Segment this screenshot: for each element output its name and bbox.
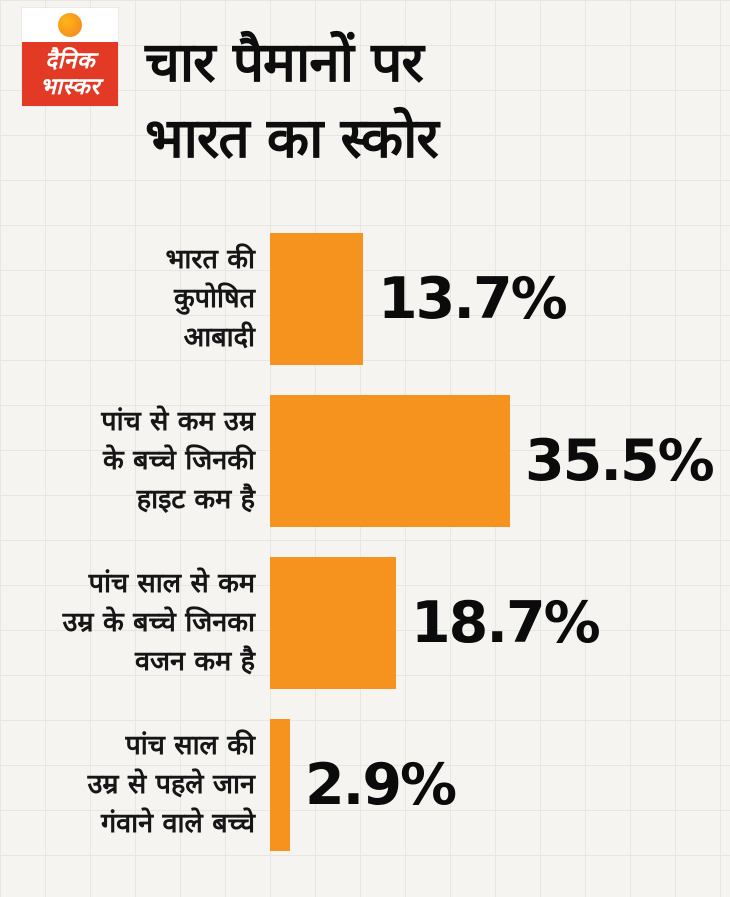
bar-label: पांच साल की उम्र से पहले जान गंवाने वाले… (87, 730, 255, 840)
logo-text: दैनिक भास्कर (22, 42, 118, 106)
bar-track: 35.5% (270, 394, 715, 527)
bar-label: पांच साल से कम उम्र के बच्चे जिनका वजन क… (62, 568, 255, 678)
bar-track: 18.7% (270, 556, 710, 689)
bar-label: पांच से कम उम्र के बच्चे जिनकी हाइट कम ह… (101, 406, 255, 516)
bar-value-label: 13.7% (378, 265, 568, 332)
bar-value-label: 2.9% (305, 751, 457, 818)
bar-value-label: 35.5% (525, 427, 715, 494)
bar-segment (270, 232, 363, 365)
bar-track: 2.9% (270, 718, 710, 851)
logo-line-1: दैनिक (44, 47, 96, 74)
bar-label: भारत की कुपोषित आबादी (165, 244, 255, 354)
dainik-bhaskar-logo: दैनिक भास्कर (22, 8, 118, 106)
chart-title: चार पैमानों पर भारत का स्कोर (145, 30, 439, 170)
bar-row-stunted-children: पांच से कम उम्र के बच्चे जिनकी हाइट कम ह… (40, 394, 715, 527)
bar-row-malnourished-population: भारत की कुपोषित आबादी 13.7% (40, 232, 710, 365)
bar-row-under-five-mortality: पांच साल की उम्र से पहले जान गंवाने वाले… (40, 718, 710, 851)
sun-icon (58, 13, 82, 37)
bar-track: 13.7% (270, 232, 710, 365)
bar-value-label: 18.7% (411, 589, 601, 656)
bar-segment (270, 718, 290, 851)
bar-row-underweight-children: पांच साल से कम उम्र के बच्चे जिनका वजन क… (40, 556, 710, 689)
bar-segment (270, 556, 396, 689)
bar-segment (270, 394, 510, 527)
logo-line-2: भास्कर (39, 74, 101, 100)
bar-chart: भारत की कुपोषित आबादी 13.7% पांच से कम उ… (0, 232, 730, 851)
